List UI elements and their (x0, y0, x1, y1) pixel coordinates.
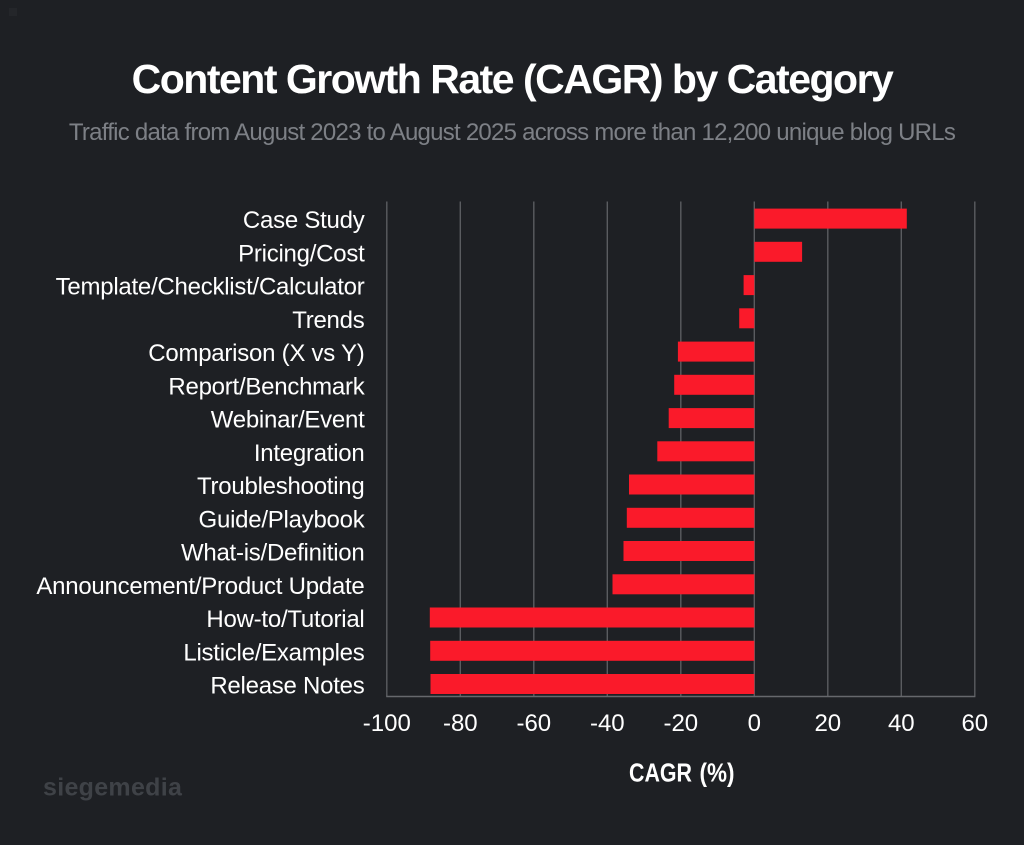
svg-text:60: 60 (961, 710, 988, 737)
svg-text:Release Notes: Release Notes (210, 673, 364, 700)
svg-text:-80: -80 (443, 710, 478, 737)
svg-text:Announcement/Product Update: Announcement/Product Update (36, 573, 364, 600)
svg-text:Report/Benchmark: Report/Benchmark (168, 373, 365, 400)
svg-text:0: 0 (748, 710, 761, 737)
svg-text:Case Study: Case Study (243, 207, 365, 234)
svg-text:40: 40 (888, 710, 915, 737)
svg-text:Content Growth Rate (CAGR) by: Content Growth Rate (CAGR) by Category (132, 56, 894, 102)
svg-text:Listicle/Examples: Listicle/Examples (183, 639, 364, 666)
svg-text:Troubleshooting: Troubleshooting (197, 473, 364, 500)
svg-text:What-is/Definition: What-is/Definition (181, 540, 365, 567)
svg-text:Integration: Integration (254, 440, 365, 467)
svg-text:-20: -20 (663, 710, 698, 737)
svg-text:-100: -100 (363, 710, 411, 737)
svg-text:Comparison (X vs Y): Comparison (X vs Y) (148, 340, 364, 367)
svg-text:Trends: Trends (292, 307, 365, 334)
svg-text:CAGR: CAGR (629, 758, 692, 788)
svg-text:Template/Checklist/Calculator: Template/Checklist/Calculator (56, 274, 365, 301)
svg-text:20: 20 (814, 710, 841, 737)
svg-text:(%): (%) (700, 758, 735, 788)
svg-text:Webinar/Event: Webinar/Event (211, 407, 365, 434)
svg-text:Traffic data from August 2023: Traffic data from August 2023 to August … (69, 119, 956, 146)
svg-text:siegemedia: siegemedia (43, 774, 183, 802)
svg-text:Guide/Playbook: Guide/Playbook (199, 506, 366, 533)
svg-text:-60: -60 (516, 710, 551, 737)
svg-text:Pricing/Cost: Pricing/Cost (238, 240, 365, 267)
svg-text:-40: -40 (590, 710, 625, 737)
svg-text:How-to/Tutorial: How-to/Tutorial (206, 606, 364, 633)
